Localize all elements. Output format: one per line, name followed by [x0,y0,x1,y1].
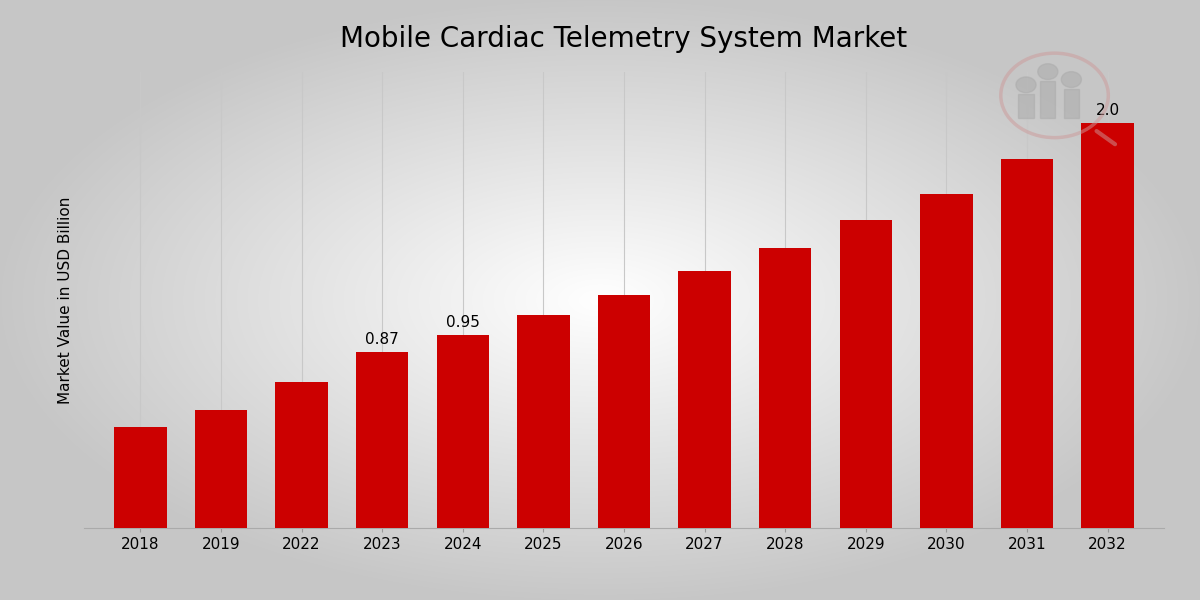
Y-axis label: Market Value in USD Billion: Market Value in USD Billion [58,196,73,404]
Bar [276,382,328,528]
Bar [1081,122,1134,528]
Bar [1019,94,1033,118]
Bar [437,335,490,528]
Bar [194,410,247,528]
Bar [598,295,650,528]
Circle shape [1016,77,1036,93]
Bar [1001,159,1054,528]
Text: 0.87: 0.87 [365,332,400,347]
Circle shape [1061,71,1081,88]
Bar [1040,81,1056,118]
Circle shape [1038,64,1058,80]
Text: 2.0: 2.0 [1096,103,1120,118]
Bar [920,194,972,528]
Text: 0.95: 0.95 [446,316,480,331]
Bar [114,427,167,528]
Bar [760,248,811,528]
Bar [678,271,731,528]
Bar [356,352,408,528]
Bar [840,220,892,528]
Bar [517,315,570,528]
Title: Mobile Cardiac Telemetry System Market: Mobile Cardiac Telemetry System Market [341,25,907,53]
Bar [1064,89,1079,118]
